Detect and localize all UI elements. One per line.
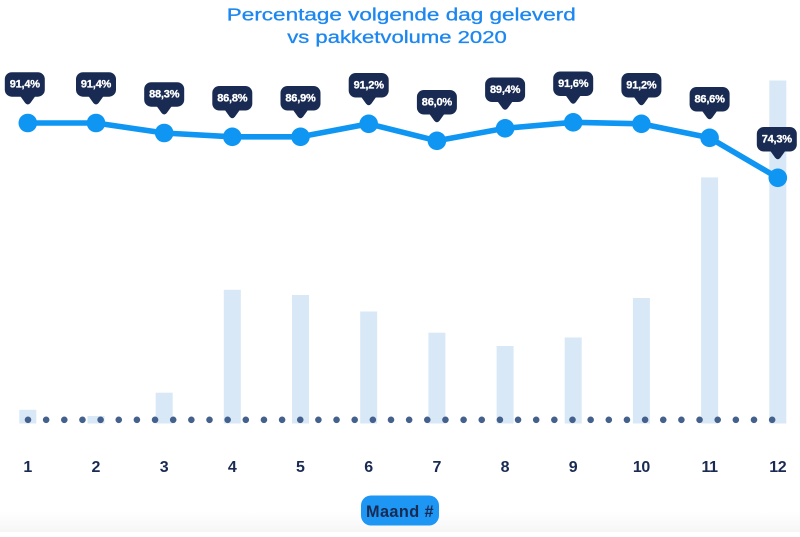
- svg-text:91,4%: 91,4%: [81, 79, 112, 91]
- svg-text:11: 11: [702, 459, 719, 476]
- svg-text:86,8%: 86,8%: [217, 92, 248, 104]
- svg-text:10: 10: [633, 459, 650, 476]
- svg-text:86,9%: 86,9%: [285, 92, 316, 104]
- svg-text:5: 5: [296, 459, 305, 476]
- svg-text:88,3%: 88,3%: [149, 89, 180, 101]
- svg-text:Percentage volgende dag geleve: Percentage volgende dag geleverd: [227, 4, 576, 24]
- svg-text:Maand #: Maand #: [366, 503, 434, 521]
- svg-text:2: 2: [92, 459, 101, 476]
- svg-text:1: 1: [23, 459, 32, 476]
- svg-text:74,3%: 74,3%: [762, 133, 793, 145]
- svg-text:12: 12: [769, 459, 786, 476]
- svg-text:91,6%: 91,6%: [558, 78, 589, 90]
- svg-text:91,4%: 91,4%: [10, 79, 41, 91]
- svg-text:9: 9: [569, 459, 578, 476]
- svg-text:3: 3: [160, 459, 169, 476]
- svg-text:86,6%: 86,6%: [694, 93, 725, 105]
- svg-text:vs pakketvolume 2020: vs pakketvolume 2020: [287, 27, 507, 47]
- svg-text:8: 8: [501, 459, 510, 476]
- svg-text:86,0%: 86,0%: [422, 96, 453, 108]
- svg-text:89,4%: 89,4%: [490, 84, 521, 96]
- svg-text:91,2%: 91,2%: [354, 79, 385, 91]
- svg-text:91,2%: 91,2%: [626, 79, 657, 91]
- svg-text:7: 7: [432, 459, 441, 476]
- svg-text:4: 4: [228, 459, 237, 476]
- svg-text:6: 6: [364, 459, 373, 476]
